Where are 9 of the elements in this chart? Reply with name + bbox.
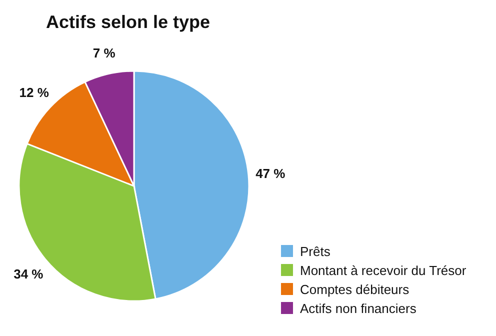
legend-label: Actifs non financiers (300, 301, 417, 316)
data-label: 12 % (19, 85, 50, 100)
legend-label: Montant à recevoir du Trésor (300, 263, 467, 278)
data-label: 7 % (92, 45, 116, 60)
legend-label: Comptes débiteurs (300, 282, 410, 297)
data-label: 47 % (256, 166, 286, 182)
data-label: 34 % (14, 266, 44, 282)
chart-title: Actifs selon le type (46, 12, 210, 32)
legend-label: Prêts (300, 244, 331, 259)
